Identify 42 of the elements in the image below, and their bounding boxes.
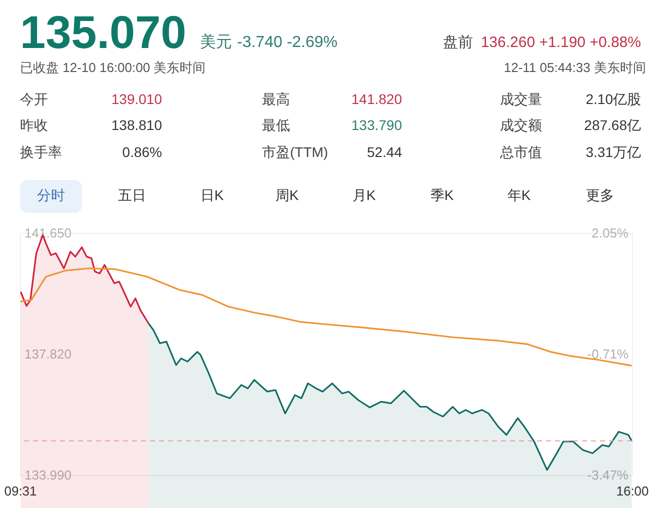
chart-title: 135.070 (20, 6, 186, 58)
text: 2.10亿股 (586, 91, 641, 107)
text: 成交量 (500, 91, 542, 107)
text: 最高 (262, 91, 290, 107)
text: 美元 (200, 33, 232, 51)
text: 52.44 (366, 144, 402, 160)
text: 12-11 05:44:33 美东时间 (504, 60, 646, 75)
text: 分时 (37, 187, 65, 203)
y2-tick-label: -3.47% (587, 468, 629, 482)
text: 年K (507, 187, 532, 203)
text: 141.820 (351, 91, 402, 107)
text: 周K (275, 187, 300, 203)
text: 0.86% (122, 144, 162, 160)
text: 287.68亿 (584, 117, 641, 133)
text: 最低 (262, 117, 290, 133)
x-tick-label: 16:00 (616, 484, 649, 498)
text: 3.31万亿 (586, 144, 641, 160)
text: 市盈(TTM) (262, 144, 328, 160)
text: 总市值 (499, 144, 542, 160)
text: 更多 (586, 187, 614, 203)
text: 季K (430, 187, 454, 203)
text: 换手率 (20, 144, 62, 160)
text: 五日 (118, 187, 146, 203)
y-tick-label: 137.820 (24, 346, 72, 362)
text: -3.740 -2.69% (237, 34, 338, 51)
y2-tick-label: -0.71% (587, 346, 629, 362)
text: 月K (352, 187, 376, 203)
text: 盘前 (443, 34, 473, 51)
text: 138.810 (111, 117, 162, 133)
line-series (20, 268, 633, 366)
text: 139.010 (111, 91, 162, 107)
text: 昨收 (20, 117, 48, 133)
text: 已收盘 12-10 16:00:00 美东时间 (20, 60, 206, 75)
text: 今开 (20, 91, 48, 107)
text: 133.790 (351, 117, 402, 133)
y-tick-label: 133.990 (24, 468, 72, 482)
text: 成交额 (500, 117, 542, 133)
x-tick-label: 09:31 (4, 484, 37, 498)
text: 日K (200, 187, 224, 203)
text: 136.260 +1.190 +0.88% (480, 34, 641, 51)
y2-tick-label: 2.05% (592, 226, 629, 240)
y-tick-label: 141.650 (24, 226, 72, 240)
